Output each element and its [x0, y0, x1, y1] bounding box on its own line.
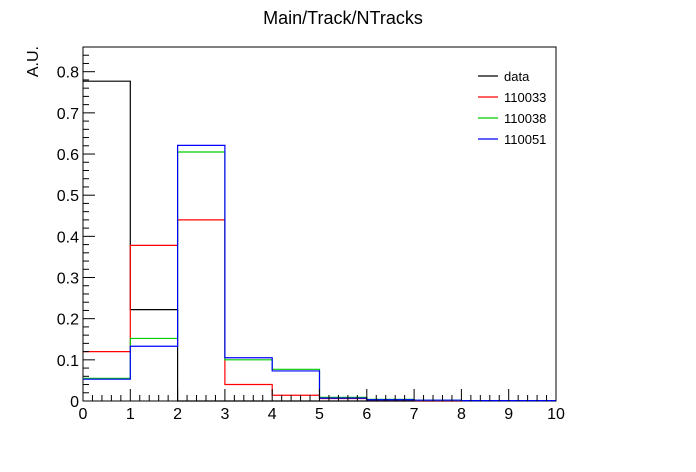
- legend-label-110051: 110051: [504, 132, 546, 147]
- y-axis-title: A.U.: [25, 46, 42, 77]
- y-tick-label: 0.7: [57, 106, 79, 123]
- chart-title: Main/Track/NTracks: [263, 8, 423, 28]
- x-tick-label: 4: [268, 406, 277, 423]
- y-tick-label: 0.6: [57, 147, 79, 164]
- y-tick-label: 0.8: [57, 65, 79, 82]
- x-tick-label: 10: [547, 406, 565, 423]
- y-tick-label: 0.1: [57, 353, 79, 370]
- x-tick-label: 7: [410, 406, 419, 423]
- y-tick-label: 0.2: [57, 312, 79, 329]
- x-tick-label: 5: [315, 406, 324, 423]
- y-tick-label: 0.3: [57, 271, 79, 288]
- y-tick-label: 0: [70, 394, 79, 411]
- legend-label-110033: 110033: [504, 90, 546, 105]
- x-tick-label: 2: [173, 406, 182, 423]
- x-tick-label: 0: [79, 406, 88, 423]
- legend-label-110038: 110038: [504, 111, 546, 126]
- legend-label-data: data: [504, 69, 530, 84]
- y-tick-label: 0.4: [57, 229, 79, 246]
- x-tick-label: 6: [362, 406, 371, 423]
- plot-layer: 0 1 2 3 4 5 6 7 8 9 10 0 0.1 0.2 0.3 0.4 0.5 0.6 0.7 0.8 dat…: [57, 46, 565, 423]
- x-tick-label: 3: [220, 406, 229, 423]
- x-tick-label: 8: [457, 406, 466, 423]
- x-tick-label: 1: [126, 406, 135, 423]
- x-tick-label: 9: [504, 406, 513, 423]
- y-tick-label: 0.5: [57, 188, 79, 205]
